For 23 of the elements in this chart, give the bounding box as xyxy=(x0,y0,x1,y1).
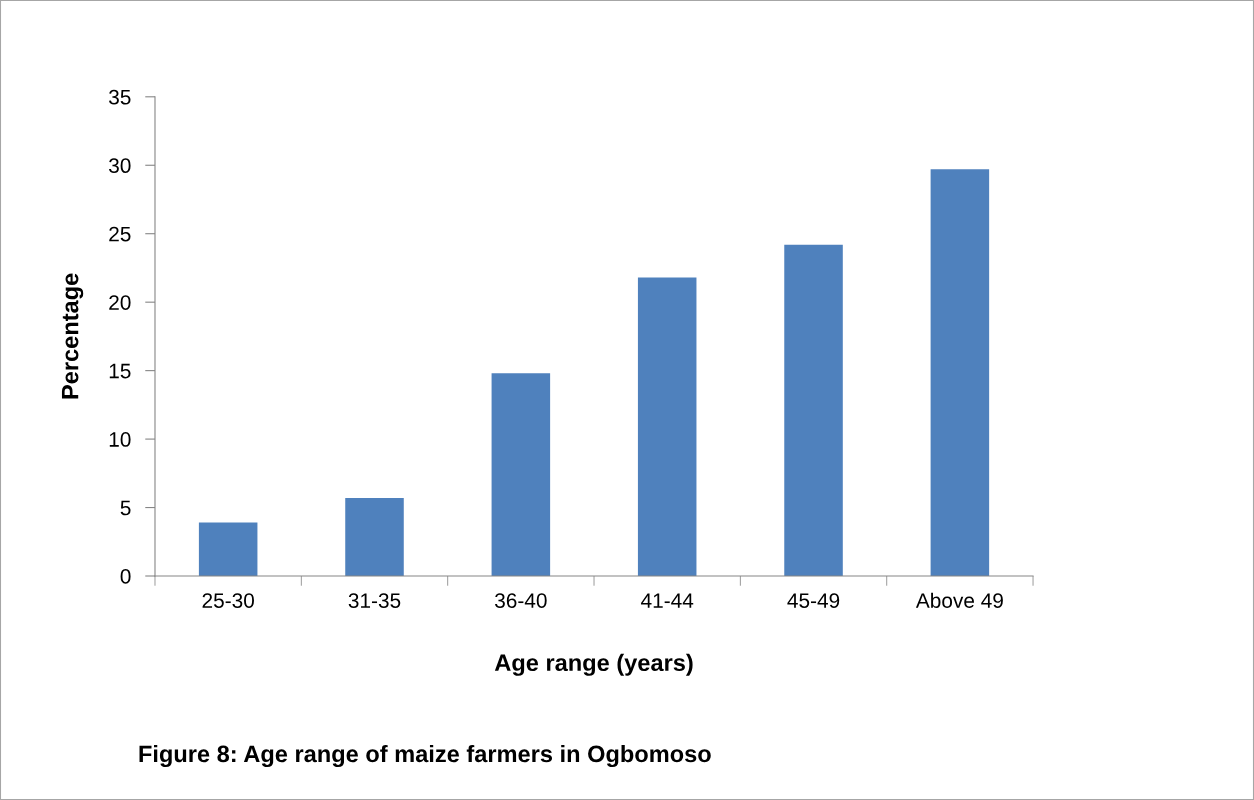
x-tick-label: 31-35 xyxy=(348,593,401,608)
y-tick-label: 15 xyxy=(109,363,131,379)
x-tick-label: 36-40 xyxy=(495,593,547,608)
y-tick-label: 35 xyxy=(109,89,131,105)
x-tick-label: 41-44 xyxy=(641,593,694,608)
bar xyxy=(637,277,697,576)
bar xyxy=(784,244,843,576)
bar xyxy=(930,169,990,576)
bar xyxy=(345,497,404,576)
bar xyxy=(491,373,551,576)
y-tick-label: 25 xyxy=(109,226,131,242)
y-tick-label: 10 xyxy=(109,432,131,447)
x-tick-label: Above 49 xyxy=(915,592,1003,608)
y-tick-label: 5 xyxy=(120,500,131,516)
y-tick-label: 20 xyxy=(109,295,131,310)
x-tick-label: 45-49 xyxy=(787,593,840,608)
bar xyxy=(198,522,258,576)
x-tick-label: 25-30 xyxy=(202,593,254,608)
y-tick-label: 30 xyxy=(109,158,131,174)
x-axis-title: Age range (years) xyxy=(494,653,693,676)
y-axis-title: Percentage xyxy=(61,273,84,399)
caption: Figure 8: Age range of maize farmers in Ogbomoso xyxy=(139,744,711,768)
y-tick-label: 0 xyxy=(120,569,131,584)
